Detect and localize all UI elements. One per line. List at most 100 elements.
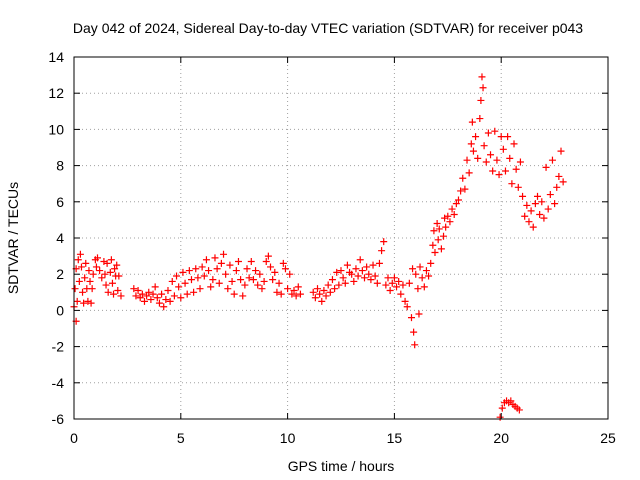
data-point — [281, 265, 289, 273]
data-point — [309, 288, 317, 296]
data-point — [264, 252, 272, 260]
data-point — [130, 285, 138, 293]
data-point — [79, 288, 87, 296]
data-point — [179, 268, 187, 276]
data-point — [395, 277, 403, 285]
data-point — [521, 212, 529, 220]
data-point — [247, 258, 255, 266]
axis-ticks: 0 5 10 15 20 25 -6 -4 -2 0 2 4 6 8 10 12 14 — [48, 49, 616, 446]
data-point — [482, 158, 490, 166]
data-point — [510, 140, 518, 148]
data-point — [104, 288, 112, 296]
data-point — [213, 265, 221, 273]
data-point — [74, 256, 82, 264]
data-point — [224, 285, 232, 293]
data-point — [358, 267, 366, 275]
data-point — [506, 154, 514, 162]
data-point — [440, 232, 448, 240]
data-point — [536, 210, 544, 218]
data-point — [267, 263, 275, 271]
data-point — [555, 172, 563, 180]
data-point — [269, 276, 277, 284]
y-tick-label: 6 — [56, 194, 64, 210]
data-point — [418, 274, 426, 282]
data-point — [378, 247, 386, 255]
data-point — [343, 261, 351, 269]
y-tick-label: -6 — [52, 411, 65, 427]
data-point — [77, 263, 85, 271]
data-point — [551, 200, 559, 208]
data-point — [337, 267, 345, 275]
data-point — [314, 285, 322, 293]
data-point — [433, 220, 441, 228]
data-point — [217, 259, 225, 267]
x-tick-label: 5 — [177, 430, 185, 446]
data-point — [538, 198, 546, 206]
data-point — [399, 281, 407, 289]
data-point — [472, 133, 480, 141]
data-point — [256, 270, 264, 278]
data-point — [71, 285, 79, 293]
data-point — [420, 283, 428, 291]
data-point — [450, 210, 458, 218]
data-point — [386, 286, 394, 294]
data-point — [140, 297, 148, 305]
data-point — [260, 277, 268, 285]
data-point — [294, 283, 302, 291]
data-point — [279, 259, 287, 267]
data-point — [288, 290, 296, 298]
x-tick-label: 15 — [387, 430, 403, 446]
data-point — [437, 245, 445, 253]
data-point — [544, 205, 552, 213]
y-tick-label: 4 — [56, 230, 64, 246]
data-point — [183, 290, 191, 298]
data-point — [529, 223, 537, 231]
data-point — [508, 180, 516, 188]
data-point — [196, 285, 204, 293]
data-point — [162, 296, 170, 304]
data-point — [194, 274, 202, 282]
data-point — [103, 259, 111, 267]
data-point — [202, 256, 210, 264]
data-point — [411, 341, 419, 349]
data-point — [444, 212, 452, 220]
data-point — [190, 288, 198, 296]
data-point — [324, 281, 332, 289]
data-point — [173, 272, 181, 280]
data-point — [117, 292, 125, 300]
data-point — [542, 163, 550, 171]
data-point — [335, 281, 343, 289]
data-point — [108, 279, 116, 287]
data-point — [84, 297, 92, 305]
data-point — [422, 267, 430, 275]
data-point — [467, 140, 475, 148]
data-point — [286, 270, 294, 278]
data-point — [405, 279, 413, 287]
data-point — [73, 297, 81, 305]
data-point — [277, 290, 285, 298]
data-point — [258, 285, 266, 293]
data-point — [341, 279, 349, 287]
data-point — [96, 267, 104, 275]
data-point — [160, 303, 168, 311]
data-point — [138, 290, 146, 298]
data-point — [441, 214, 449, 222]
data-point — [205, 267, 213, 275]
data-point — [491, 127, 499, 135]
data-point — [234, 258, 242, 266]
data-point — [507, 397, 515, 405]
data-point — [498, 404, 506, 412]
data-point — [365, 270, 373, 278]
data-point — [147, 296, 155, 304]
data-point — [175, 283, 183, 291]
data-point — [82, 259, 90, 267]
data-point — [461, 185, 469, 193]
data-point — [106, 268, 114, 276]
data-point — [151, 283, 159, 291]
data-point — [241, 281, 249, 289]
data-point — [220, 250, 228, 258]
data-point — [80, 299, 88, 307]
data-point — [477, 96, 485, 104]
data-point — [92, 263, 100, 271]
